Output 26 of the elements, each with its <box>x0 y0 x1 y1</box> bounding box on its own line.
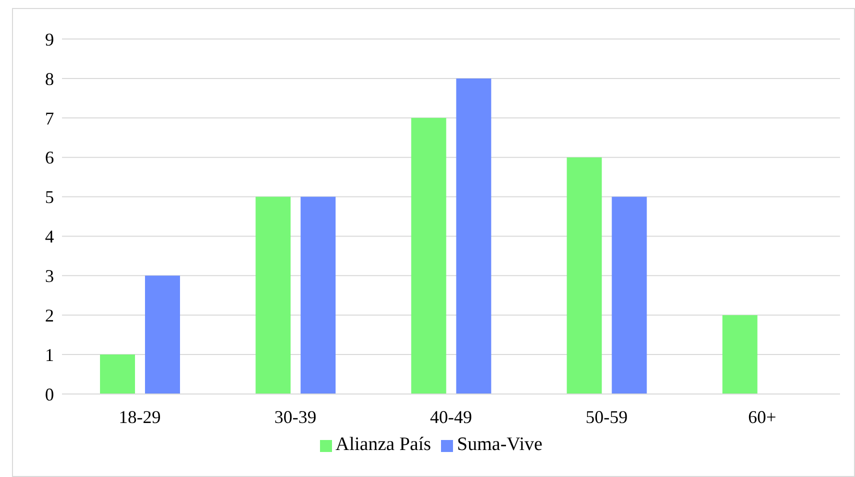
x-tick-label: 40-49 <box>430 406 472 427</box>
x-tick-label: 18-29 <box>118 406 161 427</box>
y-tick-label: 5 <box>45 187 54 208</box>
y-tick-label: 1 <box>45 344 54 365</box>
y-tick-label: 3 <box>45 266 54 286</box>
bar <box>100 354 135 394</box>
legend-label: Alianza País <box>336 434 432 455</box>
y-tick-label: 0 <box>45 384 54 404</box>
bar <box>145 276 180 394</box>
bar <box>456 78 492 394</box>
bar <box>612 196 647 394</box>
y-tick-label: 7 <box>45 108 54 128</box>
bar <box>722 315 758 394</box>
x-tick-label: 30-39 <box>274 406 316 427</box>
y-tick-label: 8 <box>45 68 54 89</box>
y-tick-label: 4 <box>45 226 54 247</box>
y-tick-label: 9 <box>45 29 54 50</box>
legend-label: Suma-Vive <box>457 434 542 455</box>
bar <box>256 196 291 394</box>
y-tick-label: 6 <box>45 148 54 168</box>
x-tick-label: 50-59 <box>586 406 628 427</box>
y-tick-label: 2 <box>45 306 54 326</box>
bar <box>411 118 446 394</box>
bar <box>566 157 602 394</box>
x-tick-label: 60+ <box>748 406 776 427</box>
bar <box>300 196 336 394</box>
